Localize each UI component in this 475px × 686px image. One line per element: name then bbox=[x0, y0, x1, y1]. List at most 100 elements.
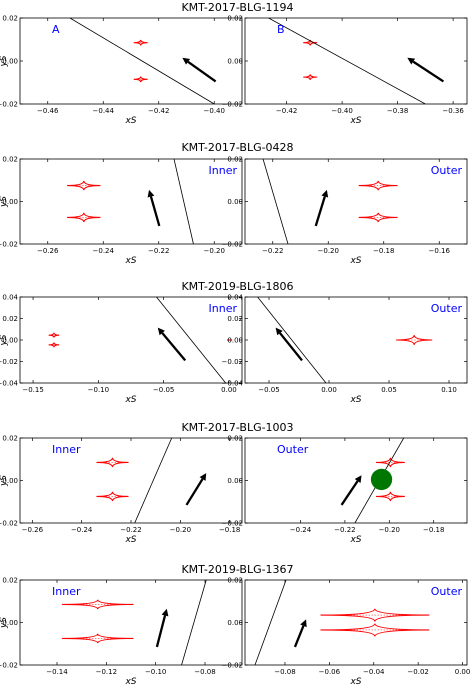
y-tick-label: 0.02 bbox=[2, 315, 18, 323]
x-tick-label: −0.20 bbox=[379, 526, 400, 534]
x-tick-label: −0.06 bbox=[319, 668, 341, 676]
y-axis-label: yS bbox=[0, 55, 9, 67]
x-tick-label: −0.44 bbox=[93, 107, 115, 115]
x-axis-label: xS bbox=[349, 256, 361, 266]
x-axis-label: xS bbox=[124, 256, 136, 266]
x-tick-label: −0.40 bbox=[331, 107, 352, 115]
row-title: KMT-2017-BLG-0428 bbox=[181, 141, 293, 154]
x-axis-label: xS bbox=[349, 116, 361, 126]
caustic bbox=[375, 457, 405, 468]
panel: −0.22 −0.20 −0.18 −0.16 −0.02 0.00 0.02 xS Outer bbox=[222, 156, 468, 266]
y-tick-label: 0.00 bbox=[2, 337, 18, 345]
x-axis-label: xS bbox=[349, 395, 361, 405]
panel: −0.08 −0.06 −0.04 −0.02 0.00 −0.02 0.00 0.02 xS O… bbox=[222, 577, 471, 686]
trajectory-line bbox=[262, 159, 289, 244]
caustic bbox=[303, 74, 318, 81]
trajectory-line bbox=[257, 297, 327, 383]
panel: −0.05 0.00 0.05 0.10 −0.04 −0.02 0.00 0.02 0.04 x… bbox=[222, 294, 468, 405]
y-tick-label: 0.00 bbox=[227, 477, 243, 485]
x-tick-label: −0.22 bbox=[148, 247, 169, 255]
panel-label: Inner bbox=[52, 443, 81, 456]
direction-arrow-head bbox=[321, 189, 329, 198]
x-tick-label: −0.40 bbox=[204, 107, 225, 115]
x-tick-label: −0.24 bbox=[71, 526, 93, 534]
trajectory-line bbox=[134, 438, 173, 523]
plot-area bbox=[257, 297, 433, 383]
x-tick-label: −0.42 bbox=[276, 107, 297, 115]
direction-arrow-shaft bbox=[314, 196, 326, 227]
x-axis-label: xS bbox=[124, 395, 136, 405]
direction-arrow-head bbox=[275, 327, 283, 336]
x-tick-label: −0.16 bbox=[429, 247, 451, 255]
trajectory-line bbox=[268, 18, 426, 104]
x-tick-label: −0.36 bbox=[442, 107, 464, 115]
y-tick-label: −0.02 bbox=[222, 520, 243, 528]
direction-arrow-shaft bbox=[149, 196, 161, 227]
caustic bbox=[133, 39, 148, 46]
direction-arrow-shaft bbox=[155, 615, 167, 648]
direction-arrow-shaft bbox=[185, 478, 204, 506]
y-tick-label: 0.00 bbox=[2, 58, 18, 66]
trajectory-line bbox=[156, 297, 226, 383]
y-axis-label: yS bbox=[0, 334, 9, 346]
x-tick-label: −0.08 bbox=[194, 668, 215, 676]
direction-arrow-head bbox=[407, 57, 416, 65]
x-tick-label: −0.18 bbox=[423, 526, 444, 534]
x-tick-label: −0.05 bbox=[153, 386, 174, 394]
y-tick-label: 0.02 bbox=[227, 577, 243, 585]
row-title: KMT-2019-BLG-1806 bbox=[181, 280, 293, 293]
caustic bbox=[96, 491, 129, 502]
y-tick-label: −0.02 bbox=[0, 101, 18, 109]
caustic bbox=[396, 335, 433, 345]
x-axis-label: xS bbox=[124, 677, 136, 686]
y-tick-label: 0.00 bbox=[2, 198, 18, 206]
y-tick-label: 0.00 bbox=[227, 337, 243, 345]
y-tick-label: 0.00 bbox=[2, 477, 18, 485]
x-tick-label: −0.22 bbox=[120, 526, 141, 534]
x-axis-label: xS bbox=[124, 116, 136, 126]
direction-arrow-shaft bbox=[412, 60, 445, 83]
x-axis-label: xS bbox=[124, 535, 136, 545]
x-axis-label: xS bbox=[349, 677, 361, 686]
x-tick-label: −0.18 bbox=[373, 247, 394, 255]
direction-arrow-head bbox=[182, 57, 191, 65]
direction-arrow-head bbox=[300, 619, 307, 628]
y-axis-label: yS bbox=[0, 617, 9, 629]
x-tick-label: −0.20 bbox=[318, 247, 339, 255]
x-tick-label: −0.22 bbox=[334, 526, 355, 534]
y-tick-label: 0.00 bbox=[227, 619, 243, 627]
panel-label: Outer bbox=[277, 443, 309, 456]
y-tick-label: −0.02 bbox=[222, 662, 243, 670]
x-tick-label: −0.26 bbox=[22, 526, 44, 534]
panel: −0.26−0.24−0.22−0.20−0.18−0.020.000.02xS… bbox=[0, 435, 243, 545]
caustic bbox=[48, 342, 60, 348]
x-tick-label: −0.04 bbox=[363, 668, 385, 676]
trajectory-line bbox=[181, 580, 207, 665]
y-tick-label: 0.04 bbox=[227, 294, 243, 302]
direction-arrow-head bbox=[147, 189, 155, 198]
x-tick-label: −0.02 bbox=[407, 668, 428, 676]
plot-area bbox=[96, 438, 207, 523]
plot-area bbox=[268, 18, 445, 104]
panel: −0.42 −0.40 −0.38 −0.36 −0.02 0.00 0.02 xS B bbox=[222, 15, 468, 126]
y-tick-label: 0.02 bbox=[227, 315, 243, 323]
plot-area bbox=[254, 580, 430, 665]
plot-area bbox=[340, 438, 405, 523]
x-tick-label: −0.22 bbox=[262, 247, 283, 255]
trajectory-line bbox=[173, 159, 194, 244]
y-tick-label: 0.02 bbox=[2, 577, 18, 585]
y-tick-label: −0.02 bbox=[222, 241, 243, 249]
x-tick-label: 0.00 bbox=[455, 668, 471, 676]
y-tick-label: −0.04 bbox=[222, 380, 244, 388]
x-tick-label: −0.24 bbox=[290, 526, 312, 534]
y-tick-label: 0.02 bbox=[2, 15, 18, 23]
x-tick-label: 0.05 bbox=[381, 386, 397, 394]
trajectory-line bbox=[254, 580, 287, 665]
x-tick-label: −0.14 bbox=[46, 668, 68, 676]
x-tick-label: −0.38 bbox=[387, 107, 408, 115]
y-tick-label: −0.02 bbox=[0, 520, 18, 528]
row-title: KMT-2019-BLG-1367 bbox=[181, 563, 293, 576]
source-disk bbox=[370, 468, 393, 491]
